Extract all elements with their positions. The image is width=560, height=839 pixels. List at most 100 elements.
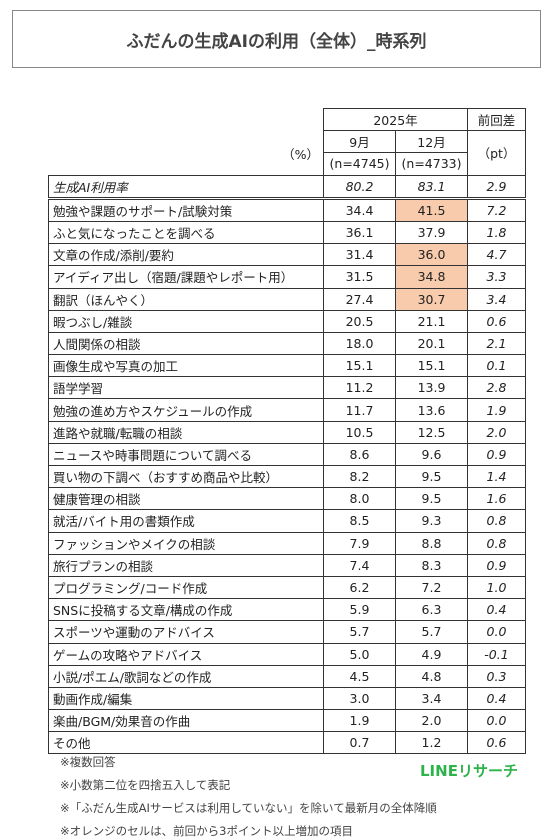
value-cell: 5.0 — [323, 642, 396, 666]
value-cell: 80.2 — [323, 174, 396, 200]
diff-cell: 0.0 — [467, 709, 526, 733]
month-header: 12月 — [395, 130, 468, 154]
footnote: ※複数回答 — [60, 755, 116, 769]
data-table: （%） 2025年 前回差 9月 12月 （pt） (n=4745) (n=4733) 生成AI… — [48, 107, 526, 755]
row-label: 生成AI利用率 — [48, 174, 324, 200]
table-row: 文章の作成/添削/要約 31.4 36.0 4.7 — [48, 243, 526, 267]
value-cell: 21.1 — [395, 309, 468, 333]
table-row: 9月 12月 （pt） — [49, 130, 526, 176]
value-cell: 6.3 — [395, 598, 468, 622]
value-cell: 4.5 — [323, 664, 396, 688]
diff-cell: 3.3 — [467, 265, 526, 289]
diff-cell: 0.0 — [467, 620, 526, 644]
table-row: 人間関係の相談 18.0 20.1 2.1 — [48, 331, 526, 356]
table-row: スポーツや運動のアドバイス 5.7 5.7 0.0 — [48, 620, 526, 644]
row-label: スポーツや運動のアドバイス — [48, 620, 324, 644]
value-cell: 31.5 — [323, 265, 396, 289]
value-cell: 8.6 — [323, 442, 396, 467]
value-cell: 8.0 — [323, 487, 396, 511]
table-row: 勉強や課題のサポート/試験対策 34.4 41.5 7.2 — [48, 197, 526, 222]
diff-cell: 0.9 — [467, 553, 526, 577]
value-cell: 31.4 — [323, 243, 396, 267]
table-row: 翻訳（ほんやく） 27.4 30.7 3.4 — [48, 287, 526, 311]
diff-cell: 1.8 — [467, 220, 526, 245]
value-cell: 10.5 — [323, 420, 396, 444]
row-label: 動画作成/編集 — [48, 686, 324, 711]
sample-size: (n=4733) — [395, 152, 468, 176]
value-cell: 37.9 — [395, 220, 468, 245]
value-cell: 0.7 — [323, 731, 396, 755]
diff-cell: 0.4 — [467, 686, 526, 711]
value-cell: 27.4 — [323, 287, 396, 311]
row-label: 小説/ポエム/歌詞などの作成 — [48, 664, 324, 688]
value-cell: 5.7 — [323, 620, 396, 644]
row-label: SNSに投稿する文章/構成の作成 — [48, 598, 324, 622]
row-label: 人間関係の相談 — [48, 331, 324, 356]
value-cell: 15.1 — [395, 354, 468, 378]
diff-cell: 3.4 — [467, 287, 526, 311]
row-label: ニュースや時事問題について調べる — [48, 442, 324, 467]
value-cell: 6.2 — [323, 575, 396, 600]
diff-cell: 0.3 — [467, 664, 526, 688]
row-label: 勉強の進め方やスケジュールの作成 — [48, 398, 324, 422]
value-cell: 36.1 — [323, 220, 396, 245]
value-cell: 7.2 — [395, 575, 468, 600]
table-row: 健康管理の相談 8.0 9.5 1.6 — [48, 487, 526, 511]
row-label: アイディア出し（宿題/課題やレポート用） — [48, 265, 324, 289]
table-row: 動画作成/編集 3.0 3.4 0.4 — [48, 686, 526, 711]
value-cell: 7.4 — [323, 553, 396, 577]
row-label: その他 — [48, 731, 324, 755]
row-label: 文章の作成/添削/要約 — [48, 243, 324, 267]
value-cell: 41.5 — [395, 197, 468, 222]
table-row: 勉強の進め方やスケジュールの作成 11.7 13.6 1.9 — [48, 398, 526, 422]
value-cell: 4.8 — [395, 664, 468, 688]
diff-cell: 4.7 — [467, 243, 526, 267]
table-row: 進路や就職/転職の相談 10.5 12.5 2.0 — [48, 420, 526, 444]
diff-cell: 0.8 — [467, 509, 526, 533]
value-cell: 83.1 — [395, 174, 468, 200]
diff-header: 前回差 — [467, 107, 526, 132]
diff-cell: 2.0 — [467, 420, 526, 444]
value-cell: 20.5 — [323, 309, 396, 333]
value-cell: 3.4 — [395, 686, 468, 711]
row-label: 健康管理の相談 — [48, 487, 324, 511]
table-row: (n=4745) (n=4733) — [49, 152, 526, 176]
table-row: 就活/バイト用の書類作成 8.5 9.3 0.8 — [48, 509, 526, 533]
value-cell: 18.0 — [323, 331, 396, 356]
diff-cell: -0.1 — [467, 642, 526, 666]
value-cell: 34.4 — [323, 197, 396, 222]
diff-cell: 0.4 — [467, 598, 526, 622]
value-cell: 1.2 — [395, 731, 468, 755]
value-cell: 7.9 — [323, 531, 396, 555]
value-cell: 2.0 — [395, 709, 468, 733]
row-label: プログラミング/コード作成 — [48, 575, 324, 600]
row-label: ゲームの攻略やアドバイス — [48, 642, 324, 666]
value-cell: 8.2 — [323, 464, 396, 489]
row-label: 勉強や課題のサポート/試験対策 — [48, 197, 324, 222]
table-row: SNSに投稿する文章/構成の作成 5.9 6.3 0.4 — [48, 598, 526, 622]
value-cell: 9.6 — [395, 442, 468, 467]
row-label: 語学学習 — [48, 376, 324, 400]
row-label: 画像生成や写真の加工 — [48, 354, 324, 378]
value-cell: 11.2 — [323, 376, 396, 400]
value-cell: 5.7 — [395, 620, 468, 644]
diff-cell: 0.6 — [467, 309, 526, 333]
diff-cell: 2.8 — [467, 376, 526, 400]
diff-cell: 0.8 — [467, 531, 526, 555]
row-label: 楽曲/BGM/効果音の作曲 — [48, 709, 324, 733]
footnote: ※小数第二位を四捨五入して表記 — [60, 778, 231, 792]
row-label: 翻訳（ほんやく） — [48, 287, 324, 311]
table-row: プログラミング/コード作成 6.2 7.2 1.0 — [48, 575, 526, 600]
value-cell: 1.9 — [323, 709, 396, 733]
footnote: ※「ふだん生成AIサービスは利用していない」を除いて最新月の全体降順 — [60, 801, 437, 815]
value-cell: 9.3 — [395, 509, 468, 533]
row-label: 旅行プランの相談 — [48, 553, 324, 577]
sample-size: (n=4745) — [323, 152, 396, 176]
table-row: 旅行プランの相談 7.4 8.3 0.9 — [48, 553, 526, 577]
table-row: アイディア出し（宿題/課題やレポート用） 31.5 34.8 3.3 — [48, 265, 526, 289]
year-header: 2025年 — [323, 107, 468, 132]
value-cell: 5.9 — [323, 598, 396, 622]
table-row: 語学学習 11.2 13.9 2.8 — [48, 376, 526, 400]
row-label: 買い物の下調べ（おすすめ商品や比較） — [48, 464, 324, 489]
